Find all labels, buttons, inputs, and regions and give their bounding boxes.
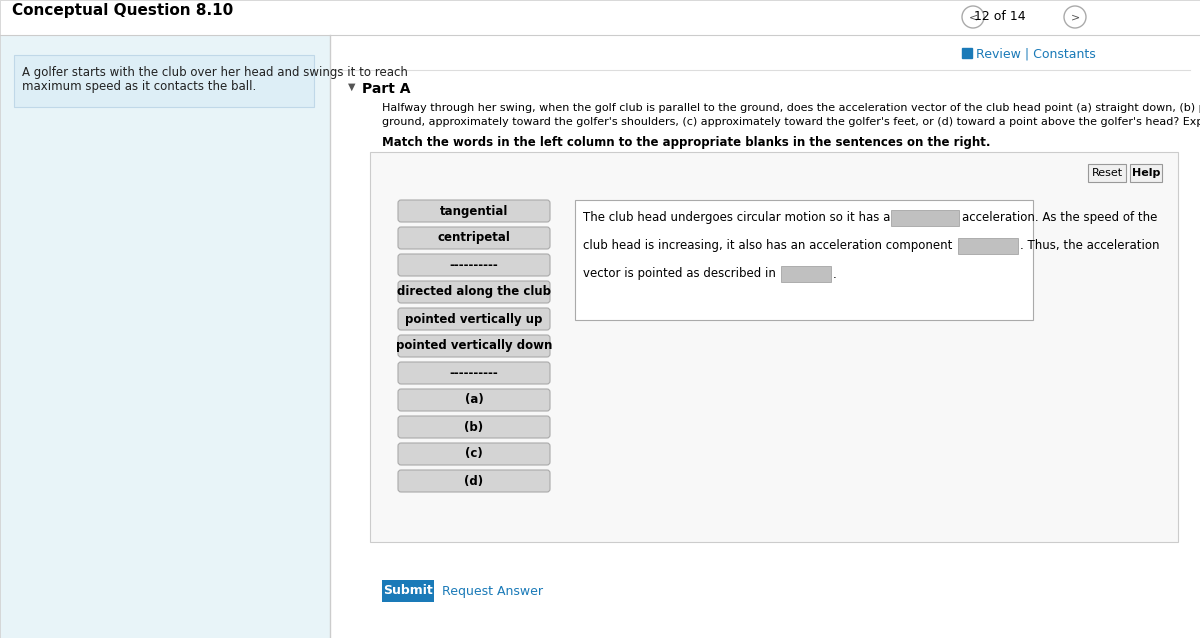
Text: club head is increasing, it also has an acceleration component: club head is increasing, it also has an …: [583, 239, 953, 253]
Text: tangential: tangential: [440, 205, 508, 218]
Text: centripetal: centripetal: [438, 232, 510, 244]
FancyBboxPatch shape: [398, 389, 550, 411]
Text: >: >: [1070, 12, 1080, 22]
Text: vector is pointed as described in: vector is pointed as described in: [583, 267, 776, 281]
FancyBboxPatch shape: [14, 55, 314, 107]
FancyBboxPatch shape: [958, 238, 1018, 254]
FancyBboxPatch shape: [962, 48, 972, 58]
Text: pointed vertically down: pointed vertically down: [396, 339, 552, 353]
Text: Part A: Part A: [362, 82, 410, 96]
FancyBboxPatch shape: [398, 227, 550, 249]
FancyBboxPatch shape: [1130, 164, 1162, 182]
Text: .: .: [833, 267, 836, 281]
Text: Halfway through her swing, when the golf club is parallel to the ground, does th: Halfway through her swing, when the golf…: [382, 103, 1200, 113]
Circle shape: [962, 6, 984, 28]
Text: 12 of 14: 12 of 14: [974, 10, 1026, 24]
Text: <: <: [968, 12, 978, 22]
FancyBboxPatch shape: [398, 416, 550, 438]
Text: pointed vertically up: pointed vertically up: [406, 313, 542, 325]
FancyBboxPatch shape: [398, 308, 550, 330]
FancyBboxPatch shape: [382, 580, 434, 602]
Text: (b): (b): [464, 420, 484, 433]
Text: ----------: ----------: [450, 366, 498, 380]
Text: maximum speed as it contacts the ball.: maximum speed as it contacts the ball.: [22, 80, 257, 93]
Text: ----------: ----------: [450, 258, 498, 272]
Text: Request Answer: Request Answer: [442, 584, 542, 598]
FancyBboxPatch shape: [398, 470, 550, 492]
Text: The club head undergoes circular motion so it has a: The club head undergoes circular motion …: [583, 212, 890, 225]
Text: directed along the club: directed along the club: [397, 285, 551, 299]
FancyBboxPatch shape: [575, 200, 1033, 320]
FancyBboxPatch shape: [398, 200, 550, 222]
Text: Match the words in the left column to the appropriate blanks in the sentences on: Match the words in the left column to th…: [382, 136, 990, 149]
FancyBboxPatch shape: [781, 266, 830, 282]
FancyBboxPatch shape: [398, 362, 550, 384]
FancyBboxPatch shape: [398, 254, 550, 276]
FancyBboxPatch shape: [0, 35, 330, 638]
Text: ▼: ▼: [348, 82, 355, 92]
Text: acceleration. As the speed of the: acceleration. As the speed of the: [962, 212, 1157, 225]
Text: Conceptual Question 8.10: Conceptual Question 8.10: [12, 3, 233, 17]
Circle shape: [1064, 6, 1086, 28]
FancyBboxPatch shape: [330, 35, 1200, 638]
Text: (c): (c): [466, 447, 482, 461]
Text: A golfer starts with the club over her head and swings it to reach: A golfer starts with the club over her h…: [22, 66, 408, 79]
Text: . Thus, the acceleration: . Thus, the acceleration: [1020, 239, 1159, 253]
Text: Reset: Reset: [1092, 168, 1122, 178]
FancyBboxPatch shape: [398, 335, 550, 357]
FancyBboxPatch shape: [398, 443, 550, 465]
Text: (d): (d): [464, 475, 484, 487]
Text: ground, approximately toward the golfer's shoulders, (c) approximately toward th: ground, approximately toward the golfer'…: [382, 117, 1200, 127]
FancyBboxPatch shape: [890, 210, 959, 226]
FancyBboxPatch shape: [370, 152, 1178, 542]
FancyBboxPatch shape: [0, 0, 1200, 35]
FancyBboxPatch shape: [398, 281, 550, 303]
Text: Submit: Submit: [383, 584, 433, 598]
Text: Review | Constants: Review | Constants: [976, 48, 1096, 61]
Text: Help: Help: [1132, 168, 1160, 178]
FancyBboxPatch shape: [1088, 164, 1126, 182]
Text: (a): (a): [464, 394, 484, 406]
